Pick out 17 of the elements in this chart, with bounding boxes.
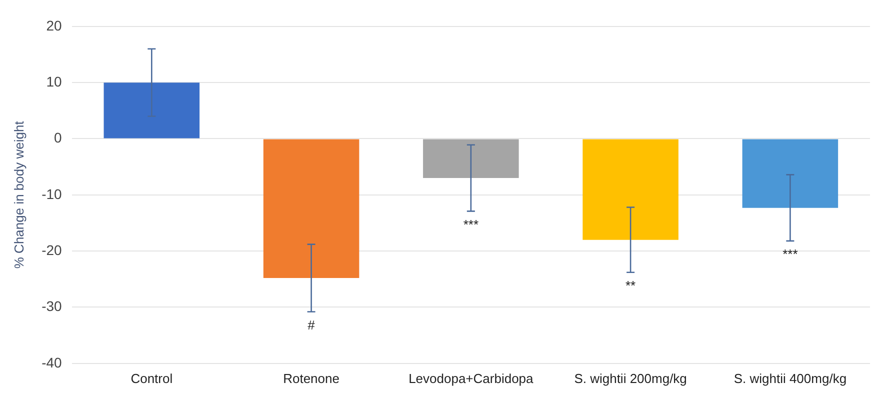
y-tick-label: -20 [42,242,62,258]
x-tick-label: S. wightii 200mg/kg [574,370,687,386]
y-tick-label: -30 [42,298,62,314]
y-tick-label: 20 [46,17,62,34]
y-axis-title: % Change in body weight [11,120,26,269]
y-tick-label: -40 [42,354,62,370]
x-tick-label: Rotenone [283,370,340,386]
y-tick-label: 0 [54,130,62,146]
annotation: ** [625,278,636,293]
annotation: # [308,317,316,332]
annotation: *** [782,246,798,262]
x-tick-label: Control [130,370,173,386]
annotation: *** [463,216,479,232]
x-tick-label: Levodopa+Carbidopa [408,370,534,386]
y-tick-label: 10 [46,73,62,90]
y-tick-label: -10 [42,186,62,202]
x-tick-label: S. wightii 400mg/kg [734,370,847,386]
